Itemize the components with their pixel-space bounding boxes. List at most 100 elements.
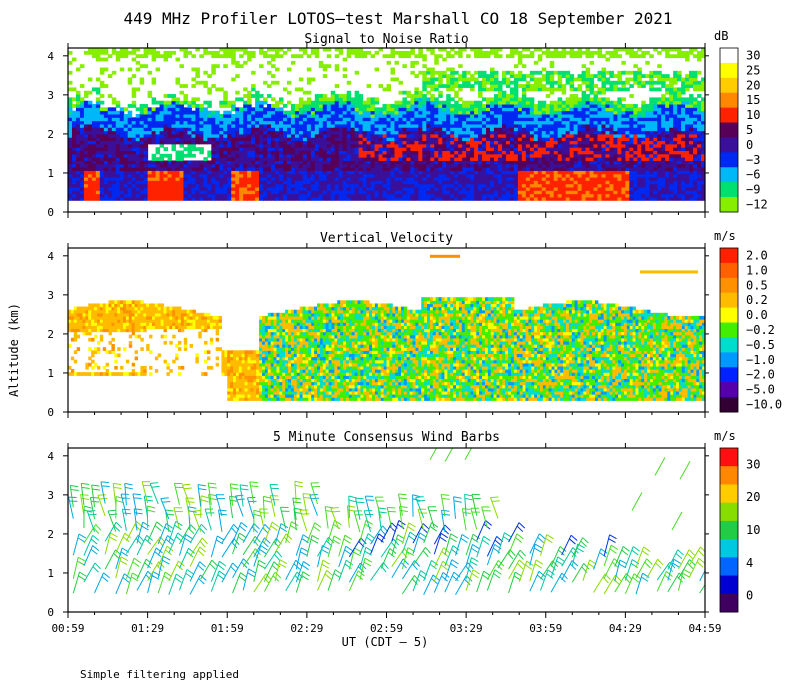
snr-cell bbox=[466, 107, 471, 112]
snr-cell bbox=[362, 110, 368, 115]
snr-cell bbox=[147, 163, 153, 168]
snr-cell bbox=[267, 117, 272, 122]
snr-cell bbox=[342, 130, 348, 135]
snr-cell bbox=[378, 173, 384, 178]
snr-cell bbox=[107, 160, 113, 165]
snr-cell bbox=[151, 117, 157, 122]
snr-cell bbox=[629, 123, 634, 128]
snr-cell bbox=[75, 107, 81, 112]
snr-cell bbox=[398, 133, 403, 138]
snr-cell bbox=[314, 196, 320, 201]
snr-cell bbox=[585, 147, 591, 151]
snr-cell bbox=[179, 113, 184, 118]
snr-cell bbox=[247, 113, 252, 118]
snr-cell bbox=[422, 120, 427, 125]
snr-cell bbox=[255, 120, 260, 125]
snr-cell bbox=[525, 177, 531, 181]
snr-cell bbox=[482, 163, 487, 168]
snr-cell bbox=[235, 120, 240, 125]
snr-cell bbox=[211, 157, 216, 161]
snr-cell bbox=[282, 110, 288, 115]
snr-cell bbox=[410, 100, 415, 105]
snr-cell bbox=[553, 170, 559, 175]
snr-cell bbox=[621, 140, 626, 145]
snr-cell bbox=[501, 177, 507, 181]
snr-cell bbox=[486, 153, 491, 158]
snr-cell bbox=[597, 183, 602, 188]
snr-cell bbox=[474, 120, 479, 125]
snr-cell bbox=[247, 133, 252, 138]
snr-cell bbox=[99, 94, 105, 98]
snr-cell bbox=[422, 190, 427, 195]
snr-cell bbox=[374, 120, 380, 125]
snr-cell bbox=[581, 170, 587, 175]
snr-cell bbox=[581, 117, 587, 122]
snr-cell bbox=[211, 187, 216, 191]
snr-cell bbox=[521, 170, 527, 175]
snr-cell bbox=[422, 127, 427, 132]
snr-cell bbox=[617, 173, 622, 178]
snr-cell bbox=[557, 84, 563, 88]
snr-cell bbox=[446, 127, 451, 132]
snr-cell bbox=[589, 187, 595, 191]
snr-cell bbox=[617, 48, 622, 52]
snr-cell bbox=[263, 107, 268, 112]
snr-cell bbox=[414, 113, 419, 118]
snr-cell bbox=[139, 130, 145, 135]
snr-cell bbox=[525, 133, 531, 138]
snr-cell bbox=[609, 193, 614, 198]
snr-cell bbox=[386, 153, 391, 158]
snr-cell bbox=[609, 87, 614, 92]
snr-cell bbox=[462, 170, 467, 175]
snr-cell bbox=[394, 153, 399, 158]
snr-cell bbox=[286, 90, 292, 95]
snr-cell bbox=[103, 110, 109, 115]
snr-cell bbox=[75, 130, 81, 135]
snr-cell bbox=[139, 163, 145, 168]
snr-cell bbox=[103, 50, 109, 55]
snr-cell bbox=[163, 123, 169, 128]
snr-cell bbox=[223, 120, 228, 125]
snr-cell bbox=[474, 187, 479, 191]
plot-area bbox=[68, 48, 705, 201]
snr-cell bbox=[422, 97, 427, 102]
snr-cell bbox=[450, 183, 455, 188]
snr-cell bbox=[617, 193, 622, 198]
snr-cell bbox=[294, 163, 300, 168]
snr-cell bbox=[231, 48, 236, 52]
snr-cell bbox=[390, 67, 395, 72]
snr-cell bbox=[601, 130, 606, 135]
snr-cell bbox=[434, 87, 439, 92]
snr-cell bbox=[617, 153, 622, 158]
snr-cell bbox=[597, 130, 602, 135]
snr-cell bbox=[537, 117, 543, 122]
snr-cell bbox=[505, 160, 511, 165]
snr-cell bbox=[326, 177, 332, 181]
snr-cell bbox=[79, 153, 85, 158]
snr-cell bbox=[470, 170, 475, 175]
snr-cell bbox=[541, 117, 547, 122]
snr-cell bbox=[322, 130, 328, 135]
snr-cell bbox=[458, 97, 463, 102]
snr-cell bbox=[298, 140, 304, 145]
snr-cell bbox=[565, 133, 571, 138]
snr-cell bbox=[203, 180, 208, 185]
snr-cell bbox=[302, 163, 308, 168]
snr-cell bbox=[362, 127, 368, 132]
snr-cell bbox=[330, 127, 336, 132]
snr-cell bbox=[454, 196, 459, 201]
snr-cell bbox=[223, 97, 228, 102]
snr-cell bbox=[183, 113, 188, 118]
snr-cell bbox=[493, 107, 499, 112]
snr-cell bbox=[68, 183, 73, 188]
snr-cell bbox=[450, 127, 455, 132]
snr-cell bbox=[625, 70, 630, 75]
snr-cell bbox=[418, 153, 423, 158]
snr-cell bbox=[195, 196, 200, 201]
snr-cell bbox=[490, 170, 495, 175]
snr-cell bbox=[298, 107, 304, 112]
snr-cell bbox=[366, 153, 372, 158]
snr-cell bbox=[406, 140, 411, 145]
snr-cell bbox=[111, 143, 117, 148]
snr-cell bbox=[127, 163, 133, 168]
